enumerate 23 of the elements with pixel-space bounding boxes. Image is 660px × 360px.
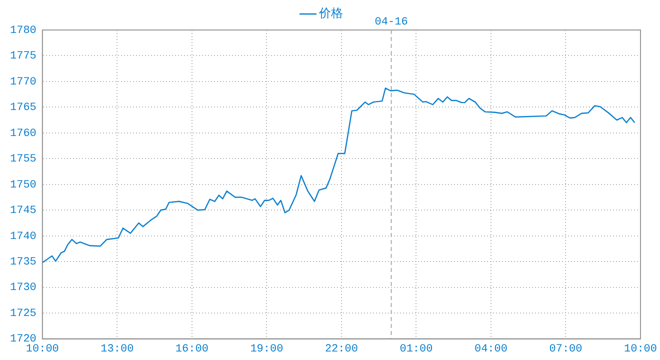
- x-tick-label: 01:00: [400, 343, 433, 356]
- y-tick-label: 1735: [10, 256, 36, 269]
- y-tick-label: 1725: [10, 308, 36, 320]
- ref-line-label: 04-16: [374, 16, 408, 28]
- y-tick-label: 1765: [10, 102, 36, 114]
- x-tick-label: 04:00: [474, 343, 508, 356]
- x-tick-label: 22:00: [324, 343, 358, 356]
- x-tick-label: 16:00: [175, 343, 208, 356]
- x-tick-label: 19:00: [250, 343, 284, 356]
- y-tick-label: 1760: [10, 128, 36, 140]
- x-tick-label: 07:00: [549, 343, 582, 356]
- y-tick-label: 1770: [10, 76, 36, 88]
- x-tick-label: 10:00: [26, 343, 59, 356]
- y-tick-label: 1740: [10, 230, 36, 243]
- y-tick-label: 1745: [10, 205, 36, 218]
- y-tick-label: 1775: [10, 50, 36, 63]
- x-tick-label: 13:00: [100, 343, 134, 356]
- y-tick-label: 1750: [10, 179, 36, 192]
- y-tick-label: 1780: [10, 24, 36, 37]
- legend-label: 价格: [318, 6, 343, 20]
- y-tick-label: 1730: [10, 282, 36, 294]
- y-tick-label: 1755: [10, 154, 36, 166]
- x-tick-label: 10:00: [624, 343, 658, 356]
